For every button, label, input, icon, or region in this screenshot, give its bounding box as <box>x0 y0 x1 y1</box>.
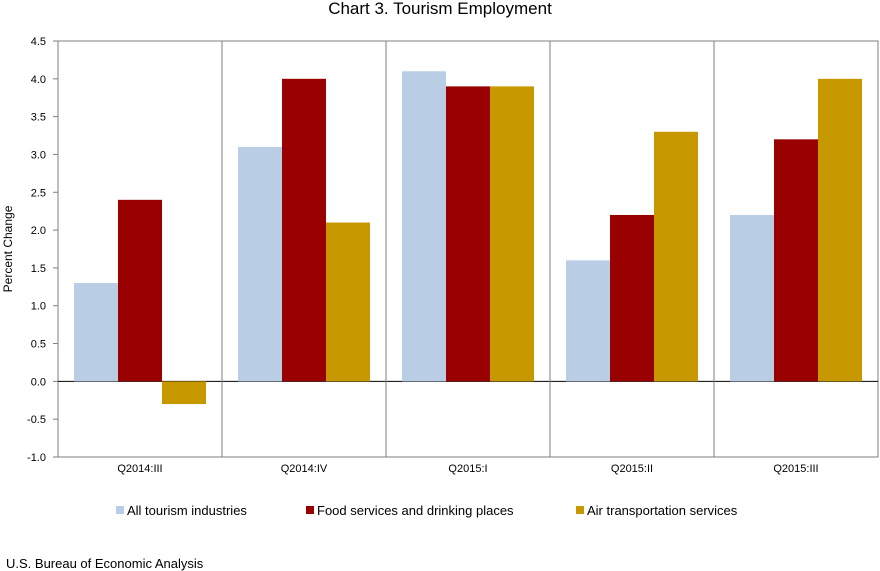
bar <box>818 78 862 382</box>
category-separators <box>221 41 715 457</box>
legend: All tourism industries Food services and … <box>116 503 738 518</box>
bar <box>490 86 534 382</box>
bar <box>326 222 370 382</box>
bar <box>446 86 490 382</box>
bar <box>238 146 282 382</box>
bar <box>610 214 654 382</box>
chart-title: Chart 3. Tourism Employment <box>328 0 552 18</box>
bar <box>118 199 162 382</box>
x-tick-label: Q2014:III <box>117 463 162 475</box>
y-tick-label: 1.0 <box>31 301 46 313</box>
legend-label: All tourism industries <box>127 503 247 518</box>
y-tick-label: 3.5 <box>31 112 46 124</box>
bar <box>774 139 818 382</box>
source-note: U.S. Bureau of Economic Analysis <box>6 556 204 571</box>
y-tick-label: -1.0 <box>27 452 46 464</box>
x-tick-label: Q2015:III <box>773 463 818 475</box>
y-tick-label: 2.5 <box>31 187 46 199</box>
legend-label: Food services and drinking places <box>317 503 514 518</box>
bar <box>654 131 698 382</box>
legend-label: Air transportation services <box>587 503 738 518</box>
y-axis-title: Percent Change <box>1 205 15 292</box>
y-axis-ticks: 4.5 4.0 3.5 3.0 2.5 2.0 1.5 1.0 0.5 0.0 -0.5 -1.0 <box>27 36 58 464</box>
y-tick-label: 1.5 <box>31 263 46 275</box>
y-tick-label: 0.5 <box>31 339 46 351</box>
y-tick-label: 0.0 <box>31 376 46 388</box>
bar <box>730 214 774 382</box>
legend-swatch <box>116 506 124 514</box>
bar <box>402 71 446 382</box>
x-tick-label: Q2015:II <box>611 463 653 475</box>
bar <box>162 381 206 405</box>
y-tick-label: -0.5 <box>27 414 46 426</box>
bars <box>74 71 862 405</box>
y-tick-label: 4.5 <box>31 36 46 48</box>
bar <box>282 78 326 382</box>
y-tick-label: 4.0 <box>31 74 46 86</box>
y-tick-label: 2.0 <box>31 225 46 237</box>
bar <box>566 260 610 382</box>
legend-swatch <box>576 506 584 514</box>
x-tick-label: Q2015:I <box>448 463 487 475</box>
plot-border <box>57 40 879 458</box>
legend-swatch <box>306 506 314 514</box>
bar <box>74 283 118 382</box>
x-tick-label: Q2014:IV <box>281 463 328 475</box>
x-axis-labels: Q2014:III Q2014:IV Q2015:I Q2015:II Q2015:II… <box>117 463 818 475</box>
y-tick-label: 3.0 <box>31 149 46 161</box>
